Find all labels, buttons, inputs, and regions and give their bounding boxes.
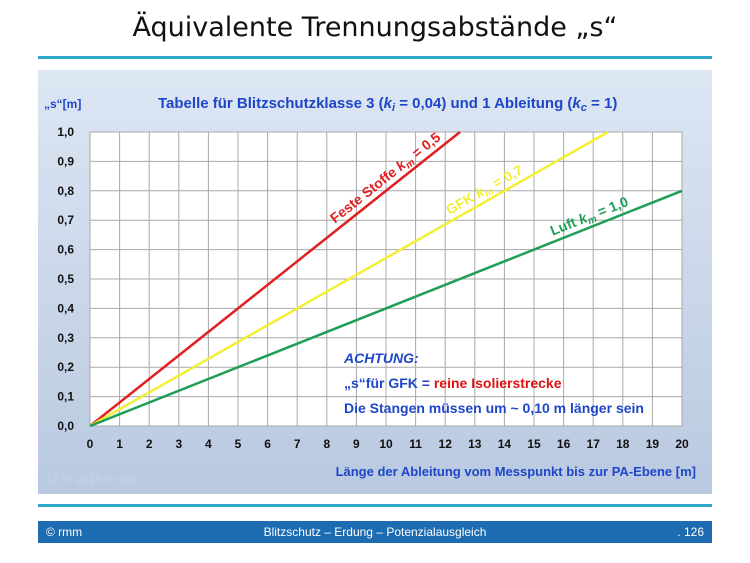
x-tick-label: 11 bbox=[409, 437, 422, 451]
x-tick-label: 12 bbox=[439, 437, 453, 451]
chart-panel: 0 1 2 3 4 5 6 7 8 9 10 11 12 13 14 15 16 17 18 19 20 0,0 0,1 0,… bbox=[38, 70, 712, 494]
attention-note: ACHTUNG: „s“für GFK = reine Isolierstrec… bbox=[343, 350, 644, 416]
y-tick-label: 0,3 bbox=[57, 331, 74, 345]
y-tick-label: 0,5 bbox=[57, 272, 74, 286]
y-tick-label: 0,8 bbox=[57, 184, 74, 198]
x-tick-label: 14 bbox=[498, 437, 512, 451]
attention-line-gfk: „s“für GFK = reine Isolierstrecke bbox=[344, 375, 562, 391]
y-tick-label: 0,1 bbox=[57, 390, 74, 404]
x-tick-label: 17 bbox=[587, 437, 601, 451]
x-tick-label: 15 bbox=[527, 437, 541, 451]
series-lines bbox=[89, 130, 683, 428]
line-chart: 0 1 2 3 4 5 6 7 8 9 10 11 12 13 14 15 16 17 18 19 200,00,10,… bbox=[44, 95, 696, 486]
y-tick-label: 0,6 bbox=[57, 243, 74, 257]
axis-ticks: 0 1 2 3 4 5 6 7 8 9 10 11 12 13 14 15 16 17 18 19 200,00,10,… bbox=[57, 125, 689, 451]
slide-title: Äquivalente Trennungsabstände „s“ bbox=[132, 12, 618, 43]
x-tick-label: 7 bbox=[294, 437, 301, 451]
chart-title: Tabelle für Blitzschutzklasse 3 (ki = 0,… bbox=[158, 95, 617, 114]
footer-topic: Blitzschutz – Erdung – Potenzialausgleic… bbox=[263, 525, 487, 539]
footer-divider bbox=[38, 504, 712, 507]
series-line bbox=[89, 189, 683, 428]
y-tick-label: 0,9 bbox=[57, 154, 74, 168]
x-tick-label: 16 bbox=[557, 437, 571, 451]
y-tick-label: 0,0 bbox=[57, 419, 74, 433]
title-divider bbox=[38, 56, 712, 59]
footer-page-number: . 126 bbox=[677, 525, 704, 539]
y-tick-label: 0,2 bbox=[57, 360, 74, 374]
y-axis-label: „s“[m] bbox=[44, 97, 81, 111]
series-line bbox=[89, 130, 609, 428]
x-tick-label: 9 bbox=[353, 437, 360, 451]
x-tick-label: 20 bbox=[675, 437, 689, 451]
x-tick-label: 5 bbox=[235, 437, 242, 451]
series-line bbox=[89, 131, 461, 427]
date-watermark: 17.07.2013 © rmm bbox=[46, 474, 137, 486]
footer-copyright: © rmm bbox=[46, 525, 83, 539]
x-tick-label: 1 bbox=[116, 437, 123, 451]
x-tick-label: 4 bbox=[205, 437, 212, 451]
x-tick-label: 18 bbox=[616, 437, 630, 451]
x-tick-label: 6 bbox=[264, 437, 271, 451]
x-tick-label: 8 bbox=[323, 437, 330, 451]
x-tick-label: 0 bbox=[87, 437, 94, 451]
chart-grid bbox=[89, 131, 683, 427]
x-axis-label: Länge der Ableitung vom Messpunkt bis zu… bbox=[336, 464, 696, 479]
attention-line-rods: Die Stangen müssen um ~ 0,10 m länger se… bbox=[344, 400, 644, 416]
x-tick-label: 2 bbox=[146, 437, 153, 451]
attention-heading: ACHTUNG: bbox=[343, 350, 419, 366]
y-tick-label: 1,0 bbox=[57, 125, 74, 139]
y-tick-label: 0,7 bbox=[57, 213, 74, 227]
x-tick-label: 13 bbox=[468, 437, 482, 451]
x-tick-label: 19 bbox=[646, 437, 660, 451]
footer-bar: © rmm Blitzschutz – Erdung – Potenzialau… bbox=[38, 521, 712, 543]
x-tick-label: 3 bbox=[175, 437, 182, 451]
y-tick-label: 0,4 bbox=[57, 301, 74, 315]
x-tick-label: 10 bbox=[379, 437, 393, 451]
